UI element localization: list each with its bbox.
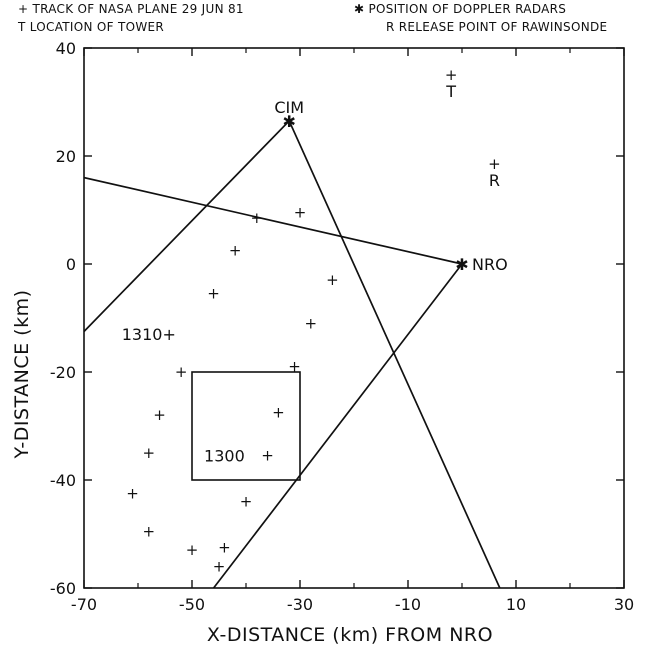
radar-marker: ✱ <box>282 112 295 131</box>
legend-line-1-left: + TRACK OF NASA PLANE 29 JUN 81 <box>18 2 244 16</box>
legend-line-2-left: T LOCATION OF TOWER <box>18 20 165 34</box>
coverage-line <box>84 120 290 333</box>
plane-track-point: + <box>213 557 226 575</box>
analysis-box <box>191 371 301 481</box>
y-tick-label: 40 <box>56 39 76 58</box>
legend-line-1-right: ✱ POSITION OF DOPPLER RADARS <box>354 2 567 16</box>
plane-track-point: + <box>251 209 264 227</box>
plane-track-point: + <box>288 358 301 376</box>
x-tick-label: 10 <box>506 595 526 614</box>
radar-name: NRO <box>472 255 508 274</box>
y-tick-label: 20 <box>56 147 76 166</box>
plane-track-point: + <box>272 404 285 422</box>
y-axis-label: Y-DISTANCE (km) <box>11 290 33 460</box>
plane-track-point: + <box>143 522 156 540</box>
plane-track-point: + <box>143 444 156 462</box>
axis-ticks: -70 -50 -30 -10 10 30 -60 -40 -20 0 20 40 <box>50 39 634 614</box>
plane-track-point: + <box>175 363 188 381</box>
y-tick-label: -40 <box>50 471 76 490</box>
y-tick-label: -60 <box>50 579 76 598</box>
coverage-line <box>212 263 463 588</box>
plane-track-point: + <box>305 314 318 332</box>
chart-marks: + ++++++ ++ ++ ++ +++ ++1310+1300✱CIM✱ NRO+T+R <box>122 66 508 575</box>
sector-lines <box>84 120 501 588</box>
x-tick-label: -50 <box>179 595 205 614</box>
plane-track-point: + <box>218 539 231 557</box>
rawinsonde-marker: + <box>488 155 501 173</box>
tower-marker: + <box>445 66 458 84</box>
plane-track-point: + <box>326 271 339 289</box>
tower-label: T <box>445 82 456 101</box>
radar-name: CIM <box>274 98 304 117</box>
plane-track-point: + <box>294 204 307 222</box>
x-tick-label: 30 <box>614 595 634 614</box>
plane-track-point: + <box>126 485 139 503</box>
plane-track-point: + <box>186 541 199 559</box>
y-tick-label: 0 <box>66 255 76 274</box>
radar-marker: ✱ <box>455 255 468 274</box>
x-tick-label: -10 <box>395 595 421 614</box>
legend-line-2-right: R RELEASE POINT OF RAWINSONDE <box>386 20 608 34</box>
coverage-line <box>288 120 501 588</box>
x-tick-label: -30 <box>287 595 313 614</box>
x-axis-label: X-DISTANCE (km) FROM NRO <box>207 624 493 646</box>
plane-track-point: + <box>229 242 242 260</box>
rawinsonde-label: R <box>489 171 500 190</box>
plot-frame <box>83 47 625 589</box>
y-tick-label: -20 <box>50 363 76 382</box>
time-label: 1310+ <box>122 325 176 344</box>
x-tick-label: -70 <box>71 595 97 614</box>
plane-track-point: + <box>240 493 253 511</box>
time-label: 1300 <box>204 447 245 466</box>
plane-track-point: + <box>261 447 274 465</box>
plane-track-point: + <box>153 406 166 424</box>
plane-track-point: + <box>207 285 220 303</box>
coverage-line <box>84 176 463 265</box>
